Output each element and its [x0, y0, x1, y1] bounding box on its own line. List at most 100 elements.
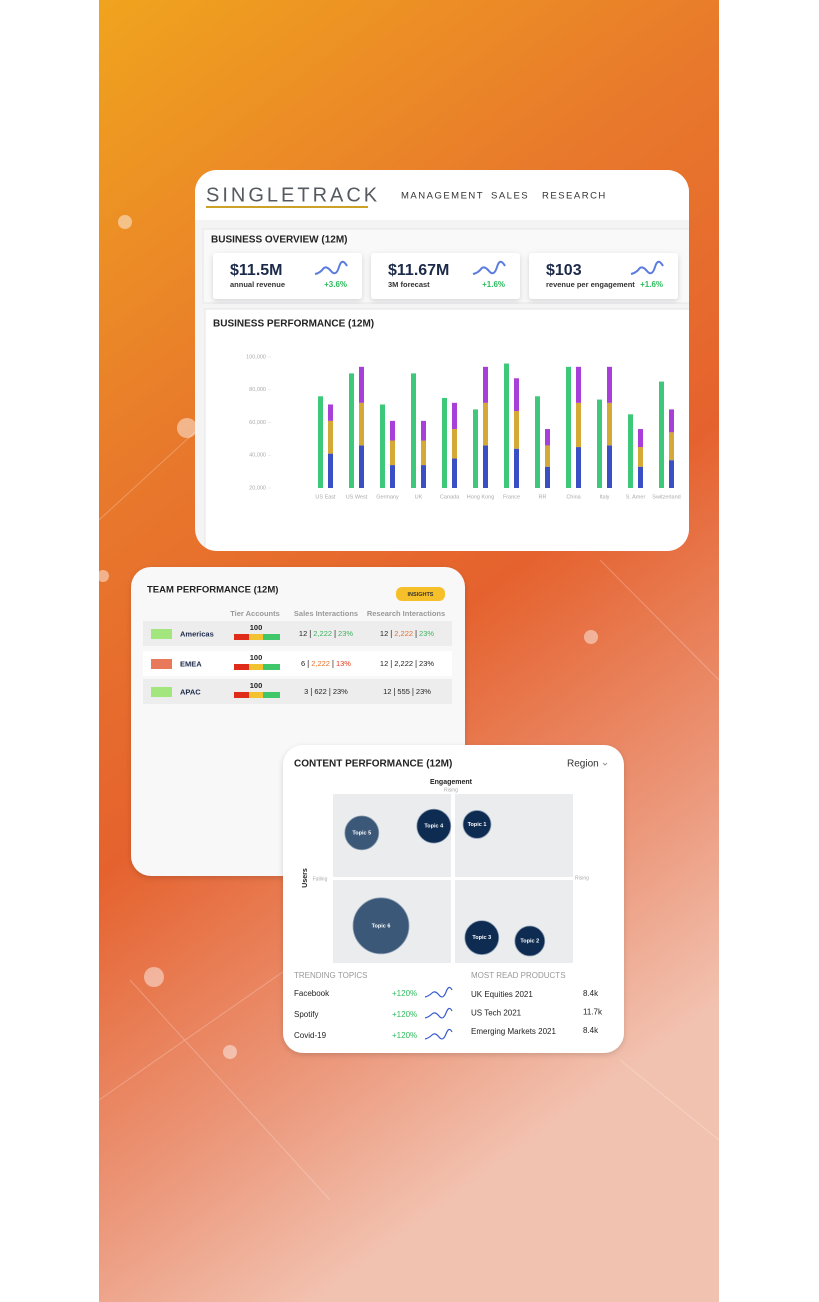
bubble[interactable]: [514, 925, 546, 957]
cell-part: 2,222: [311, 659, 330, 668]
bar: [576, 447, 581, 488]
bar: [452, 429, 457, 459]
x-tick-label: China: [566, 494, 581, 500]
bar: [638, 466, 643, 488]
topic-change: +120%: [392, 1031, 417, 1040]
dropdown-chevron[interactable]: [602, 762, 608, 766]
sparkline: [630, 260, 664, 275]
kpi-change: +1.6%: [482, 280, 505, 289]
tier-bar: [234, 692, 249, 698]
x-tick-label: RR: [539, 494, 547, 500]
bubble[interactable]: [344, 815, 380, 851]
product-value: 8.4k: [583, 989, 599, 998]
x-tick-label: Hong Kong: [467, 494, 495, 500]
product-name: UK Equities 2021: [471, 990, 533, 999]
bubble[interactable]: [352, 897, 410, 955]
table-cell: 3 622 23%: [304, 687, 348, 696]
nav-item[interactable]: MANAGEMENT: [401, 191, 484, 202]
y-tick-label: 80,000: [249, 387, 266, 393]
cell-part: 13%: [336, 659, 351, 668]
y-tick-label: 100,000: [246, 354, 266, 360]
product-value: 11.7k: [583, 1008, 603, 1017]
bar: [514, 448, 519, 488]
tier-bar: [234, 664, 249, 670]
bar: [607, 366, 612, 403]
x-tick-label: Switzerland: [652, 494, 680, 500]
tier-bar: [249, 634, 263, 640]
lists: Facebook +120% Spotify +120% Covid-19 +120% UK…: [294, 986, 603, 1040]
cell-part: 23%: [419, 659, 434, 668]
logo: SINGLETRACK: [206, 184, 380, 206]
list-title: MOST READ PRODUCTS: [471, 971, 566, 980]
kpi-label: 3M forecast: [388, 280, 430, 289]
bubble-label: Topic 2: [520, 938, 539, 944]
bubble[interactable]: [462, 810, 492, 839]
bar: [349, 373, 354, 488]
table-cell: 12 555 23%: [383, 687, 431, 696]
table-row: [143, 679, 452, 704]
x-tick-label: Germany: [376, 494, 399, 500]
tier-bar: [263, 664, 280, 670]
x-tick-label: UK: [415, 494, 423, 500]
bubble[interactable]: [464, 920, 500, 956]
bar: [638, 447, 643, 467]
y-tick-label: 40,000: [249, 453, 266, 459]
content-card: CONTENT PERFORMANCE (12M) Region Engagem…: [283, 745, 624, 1053]
bar: [483, 445, 488, 488]
bar: [607, 402, 612, 446]
kpi-change: +3.6%: [324, 280, 347, 289]
logo-underline: [206, 206, 368, 208]
bar: [514, 378, 519, 412]
cell-part: 23%: [419, 629, 434, 638]
bar: [390, 465, 395, 488]
kpi-change: +1.6%: [640, 280, 663, 289]
cell-part: 12: [299, 629, 307, 638]
bar: [669, 409, 674, 433]
x-high-label: Rising: [575, 875, 589, 881]
y-high-label: Rising: [444, 787, 458, 793]
decor: [97, 215, 598, 1059]
sparkline: [472, 260, 506, 275]
cell-part: 23%: [333, 687, 348, 696]
insights-button[interactable]: [396, 587, 445, 601]
section-title: BUSINESS OVERVIEW (12M): [211, 235, 348, 246]
column-header: Sales Interactions: [294, 609, 358, 618]
nav-item[interactable]: SALES: [491, 191, 529, 202]
region-swatch: [151, 687, 172, 697]
card-title: TEAM PERFORMANCE (12M): [147, 585, 278, 596]
bar: [328, 420, 333, 454]
filter-dropdown[interactable]: Region: [567, 759, 599, 770]
bubble[interactable]: [416, 808, 452, 844]
y-tick-label: 60,000: [249, 420, 266, 426]
bar: [483, 366, 488, 403]
kpi-card: [371, 253, 520, 299]
button-label[interactable]: INSIGHTS: [408, 592, 434, 598]
bar: [545, 429, 550, 446]
bar: [390, 420, 395, 441]
topic-change: +120%: [392, 989, 417, 998]
bar: [597, 399, 602, 488]
cell-part: 2,222: [313, 629, 332, 638]
bubble-label: Topic 5: [352, 830, 371, 836]
x-tick-label: US West: [346, 494, 368, 500]
bar: [328, 453, 333, 488]
sparkline: [314, 260, 348, 275]
nav-item[interactable]: RESEARCH: [542, 191, 607, 202]
topic-name: Facebook: [294, 989, 330, 998]
tier-value: 100: [250, 653, 263, 662]
bar: [380, 404, 385, 488]
column-header: Tier Accounts: [230, 609, 280, 618]
bar: [328, 404, 333, 421]
x-axis-label: Users: [302, 868, 309, 888]
sparkline: [424, 986, 453, 998]
x-tick-label: France: [503, 494, 520, 500]
cell-part: 12: [380, 659, 388, 668]
bar: [566, 366, 571, 488]
sparkline: [424, 1007, 453, 1019]
bar: [359, 366, 364, 403]
kpi-card: [213, 253, 362, 299]
x-tick-label: Canada: [440, 494, 460, 500]
